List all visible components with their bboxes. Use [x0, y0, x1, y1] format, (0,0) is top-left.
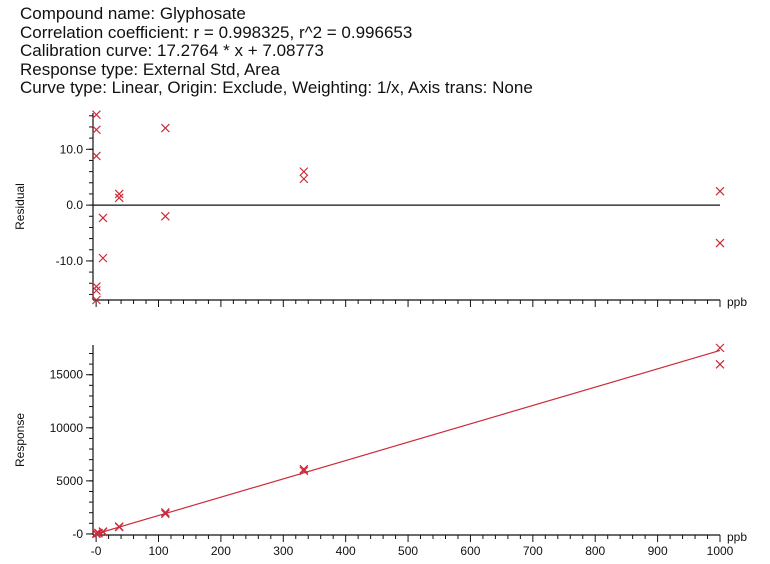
data-point-marker — [299, 464, 309, 474]
data-point-marker — [92, 286, 101, 295]
y-tick-label: 10.0 — [60, 142, 84, 156]
y-tick-label: 10000 — [50, 421, 84, 435]
data-point-marker — [299, 466, 309, 476]
data-point-marker — [92, 295, 101, 305]
residual-plot: 10.0 0.0 -10.0 ppb Residual — [13, 110, 747, 309]
response-plot: 15000 10000 5000 -0 -0 100 200 300 400 500 600 700 8… — [13, 343, 747, 558]
data-point-marker — [114, 193, 124, 203]
x-tick-label: 200 — [211, 544, 231, 558]
data-point-marker — [114, 522, 124, 531]
x-tick-label: -0 — [91, 544, 102, 558]
y-axis-title: Residual — [13, 183, 27, 230]
x-tick-label: 500 — [398, 544, 418, 558]
data-point-marker — [299, 167, 309, 177]
data-point-marker — [715, 359, 725, 369]
data-point-marker — [92, 110, 101, 120]
y-tick-label: 0.0 — [66, 198, 83, 212]
y-tick-label: -10.0 — [56, 254, 84, 268]
data-point-marker — [160, 509, 170, 519]
y-axis-title: Response — [13, 413, 27, 467]
x-tick-label: 700 — [523, 544, 543, 558]
data-point-marker — [715, 186, 725, 196]
data-point-marker — [98, 527, 108, 536]
correlation-coefficient: Correlation coefficient: r = 0.998325, r… — [20, 22, 413, 42]
compound-name: Compound name: Glyphosate — [20, 4, 246, 23]
data-point-marker — [114, 189, 124, 199]
data-point-marker — [160, 507, 170, 517]
x-tick-label: 1000 — [707, 544, 734, 558]
x-tick-label: 300 — [273, 544, 293, 558]
x-tick-label: 900 — [648, 544, 668, 558]
data-point-marker — [92, 125, 101, 135]
calibration-fit-line — [95, 349, 721, 535]
curve-type: Curve type: Linear, Origin: Exclude, Wei… — [20, 78, 533, 97]
x-tick-label: 400 — [336, 544, 356, 558]
data-point-marker — [98, 253, 108, 263]
y-tick-label: 15000 — [50, 368, 84, 382]
x-tick-label: 600 — [460, 544, 480, 558]
data-point-marker — [92, 151, 101, 161]
data-point-marker — [160, 123, 170, 133]
data-point-marker — [715, 238, 725, 248]
x-tick-label: 100 — [148, 544, 168, 558]
data-point-marker — [715, 343, 725, 353]
calibration-curve: Calibration curve: 17.2764 * x + 7.08773 — [20, 41, 324, 60]
y-tick-label: 5000 — [56, 474, 83, 488]
x-unit-label: ppb — [727, 295, 747, 309]
data-point-marker — [92, 282, 101, 292]
x-tick-label: 800 — [585, 544, 605, 558]
y-tick-label: -0 — [72, 527, 83, 541]
x-unit-label: ppb — [727, 530, 747, 544]
response-type: Response type: External Std, Area — [20, 59, 280, 79]
data-point-marker — [299, 174, 309, 184]
data-point-marker — [98, 213, 108, 223]
chart-header: Compound name: Glyphosate Correlation co… — [20, 4, 533, 98]
data-point-marker — [160, 211, 170, 221]
